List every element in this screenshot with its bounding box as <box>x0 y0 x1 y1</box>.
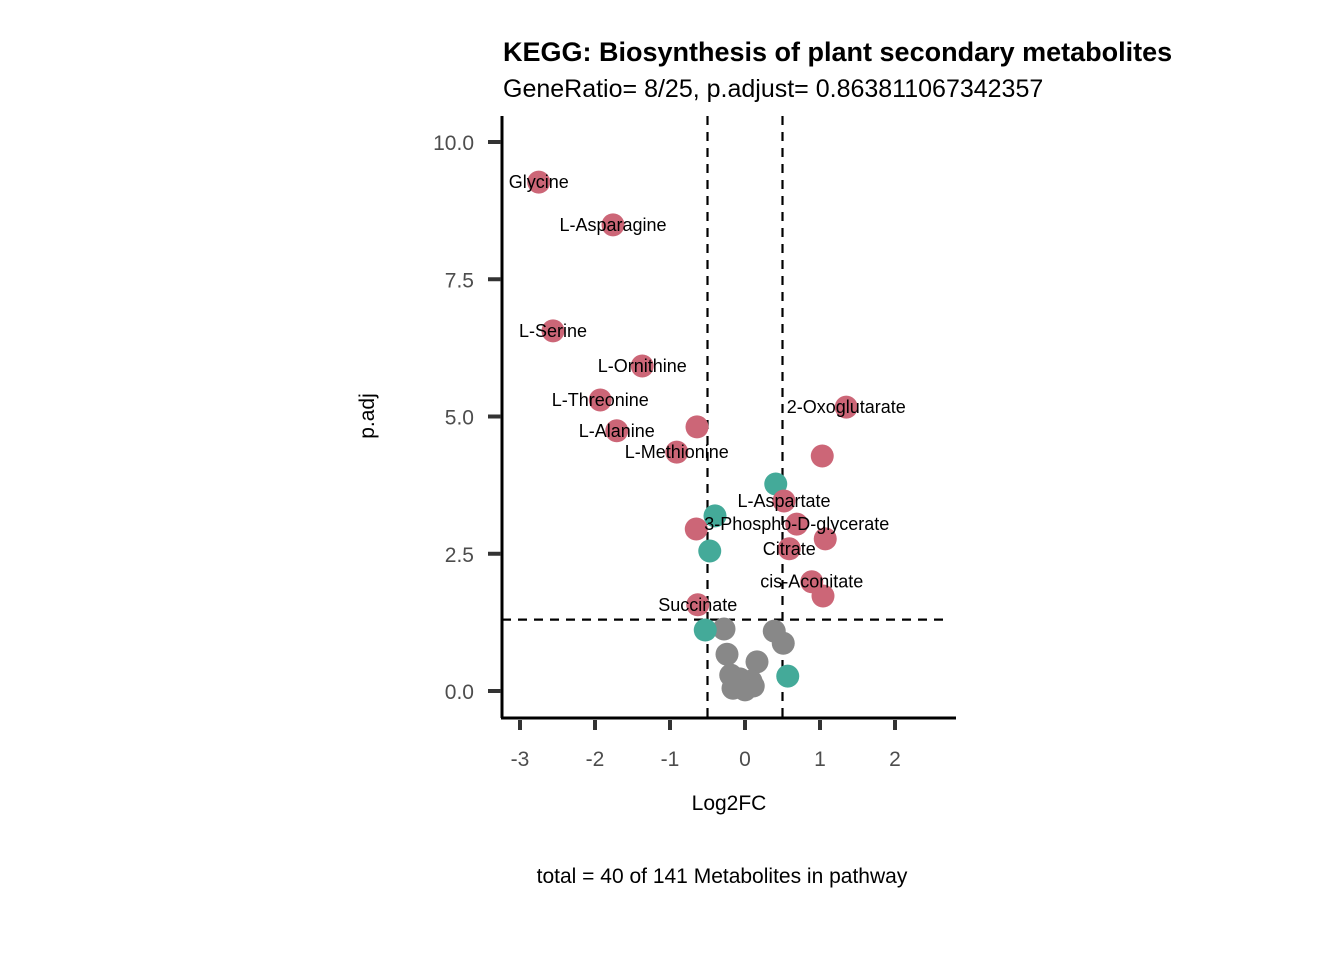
point-labels: Glycine L-Asparagine L-Serine L-Ornithine L-… <box>509 172 906 615</box>
point-label: 3-Phospho-D-glycerate <box>704 514 889 534</box>
y-axis-title: p.adj <box>356 393 379 439</box>
threshold-lines <box>502 116 948 718</box>
x-axis-title: Log2FC <box>692 792 767 815</box>
data-point <box>685 415 709 439</box>
data-point-l-aspartate <box>772 489 796 513</box>
point-label: L-Threonine <box>552 390 649 410</box>
point-label: 2-Oxoglutarate <box>787 397 906 417</box>
y-tick-label: 2.5 <box>445 544 474 567</box>
data-point <box>703 504 727 528</box>
data-point-succinate <box>686 593 710 617</box>
chart-title: KEGG: Biosynthesis of plant secondary me… <box>503 37 1172 67</box>
data-point-2-oxoglutarate <box>834 395 858 419</box>
data-point <box>745 650 769 674</box>
y-ticks: 0.0 2.5 5.0 7.5 10.0 <box>433 132 501 704</box>
data-point-l-asparagine <box>601 213 625 237</box>
data-point-glycine <box>527 170 551 194</box>
data-point-l-threonine <box>588 388 612 412</box>
y-tick-label: 0.0 <box>445 681 474 704</box>
data-point <box>776 664 800 688</box>
x-tick-label: 2 <box>889 748 901 771</box>
point-label: L-Asparagine <box>559 215 666 235</box>
x-tick-label: -3 <box>511 748 530 771</box>
data-point <box>811 584 835 608</box>
data-point-l-serine <box>541 319 565 343</box>
point-label: Citrate <box>763 539 816 559</box>
point-label: L-Alanine <box>579 421 655 441</box>
chart-subtitle: GeneRatio= 8/25, p.adjust= 0.86381106734… <box>503 75 1043 103</box>
data-point-l-alanine <box>605 419 629 443</box>
point-label: L-Ornithine <box>598 356 687 376</box>
x-ticks: -3 -2 -1 0 1 2 <box>511 720 901 771</box>
point-label: Succinate <box>658 595 737 615</box>
x-tick-label: -1 <box>661 748 680 771</box>
point-label: L-Aspartate <box>737 491 830 511</box>
data-point <box>733 678 757 702</box>
data-point-citrate <box>777 537 801 561</box>
y-tick-label: 5.0 <box>445 407 474 430</box>
data-points <box>527 170 858 702</box>
data-point <box>810 444 834 468</box>
data-point <box>684 517 708 541</box>
data-point-3-phospho-d-glycerate <box>785 512 809 536</box>
data-point-l-ornithine <box>630 354 654 378</box>
data-point <box>715 642 739 666</box>
y-tick-label: 10.0 <box>433 132 474 155</box>
x-tick-label: 0 <box>739 748 751 771</box>
axes <box>500 116 956 720</box>
data-point <box>698 539 722 563</box>
chart-caption: total = 40 of 141 Metabolites in pathway <box>537 865 908 888</box>
point-label: L-Methionine <box>625 442 729 462</box>
data-point <box>764 472 788 496</box>
y-tick-label: 7.5 <box>445 269 474 292</box>
point-label: Glycine <box>509 172 569 192</box>
data-point <box>712 617 736 641</box>
x-tick-label: -2 <box>586 748 605 771</box>
point-label: L-Serine <box>519 321 587 341</box>
data-point <box>693 618 717 642</box>
data-point <box>771 631 795 655</box>
point-label: cis-Aconitate <box>760 572 863 592</box>
data-point-l-methionine <box>665 440 689 464</box>
data-point <box>813 527 837 551</box>
x-tick-label: 1 <box>814 748 826 771</box>
